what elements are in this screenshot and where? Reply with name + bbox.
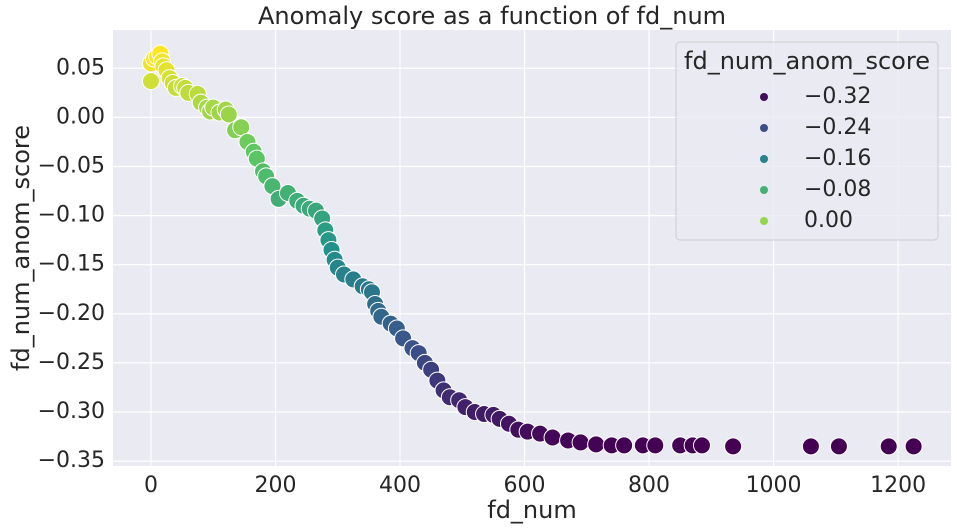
legend-title: fd_num_anom_score [684, 47, 930, 75]
y-tick-label: −0.20 [38, 301, 105, 326]
y-tick-label: 0.05 [56, 55, 105, 80]
x-axis-label: fd_num [487, 496, 576, 524]
x-tick-label: 0 [144, 473, 158, 498]
point [879, 437, 898, 456]
point [141, 72, 160, 91]
legend-marker [760, 155, 768, 163]
point [904, 437, 923, 456]
y-tick-label: −0.25 [38, 350, 105, 375]
point [692, 436, 711, 455]
point [724, 437, 743, 456]
legend-label: −0.16 [804, 146, 871, 171]
x-tick-label: 600 [504, 473, 546, 498]
x-tick-label: 200 [254, 473, 296, 498]
point [801, 437, 820, 456]
legend-label: 0.00 [804, 208, 853, 233]
y-tick-label: −0.05 [38, 153, 105, 178]
legend-label: −0.24 [804, 115, 871, 140]
x-tick-label: 1200 [870, 473, 926, 498]
legend-marker [760, 217, 768, 225]
point [646, 436, 665, 455]
y-tick-label: 0.00 [56, 104, 105, 129]
y-tick-label: −0.35 [38, 448, 105, 473]
legend-marker [760, 124, 768, 132]
legend-label: −0.32 [804, 84, 871, 109]
point [587, 435, 606, 454]
legend-box [675, 41, 939, 241]
legend-marker [760, 186, 768, 194]
x-tick-label: 800 [628, 473, 670, 498]
y-tick-label: −0.15 [38, 252, 105, 277]
point [543, 428, 562, 447]
point [571, 433, 590, 452]
point [615, 436, 634, 455]
chart-title: Anomaly score as a function of fd_num [258, 2, 726, 30]
x-tick-label: 1000 [746, 473, 802, 498]
point [219, 105, 238, 124]
y-tick-label: −0.30 [38, 399, 105, 424]
y-axis-label: fd_num_anom_score [7, 125, 35, 371]
x-tick-label: 400 [379, 473, 421, 498]
point [829, 437, 848, 456]
legend-marker [760, 93, 768, 101]
legend-label: −0.08 [804, 177, 871, 202]
y-tick-label: −0.10 [38, 203, 105, 228]
